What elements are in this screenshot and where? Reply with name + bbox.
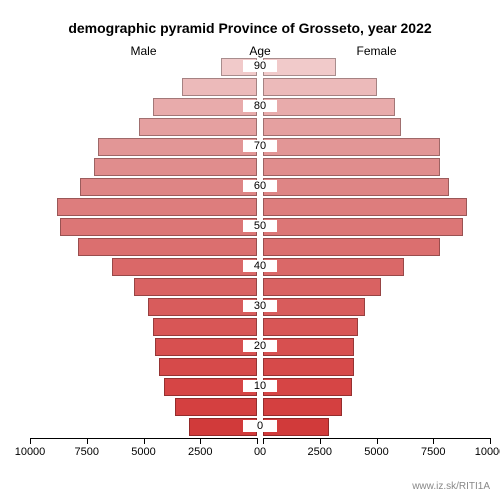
female-bar: [263, 198, 467, 216]
male-bar: [60, 218, 257, 236]
male-bar: [153, 98, 257, 116]
female-bar: [263, 318, 358, 336]
female-bar: [263, 218, 463, 236]
male-bar: [159, 358, 257, 376]
age-tick-label: 70: [243, 140, 277, 152]
x-tick: [144, 438, 145, 444]
male-bar: [139, 118, 257, 136]
x-tick-label: 7500: [65, 446, 109, 458]
x-tick-label: 10000: [8, 446, 52, 458]
age-tick-label: 20: [243, 340, 277, 352]
female-bar: [263, 178, 449, 196]
male-bar: [94, 158, 257, 176]
x-tick: [320, 438, 321, 444]
x-tick: [87, 438, 88, 444]
population-pyramid-chart: demographic pyramid Province of Grosseto…: [0, 0, 500, 500]
female-bar: [263, 238, 440, 256]
plot-area: 0102030405060708090002500250050005000750…: [0, 0, 500, 500]
male-bar: [148, 298, 257, 316]
x-tick: [377, 438, 378, 444]
age-tick-label: 40: [243, 260, 277, 272]
age-tick-label: 60: [243, 180, 277, 192]
x-tick: [30, 438, 31, 444]
male-bar: [153, 318, 257, 336]
male-bar: [175, 398, 257, 416]
age-tick-label: 10: [243, 380, 277, 392]
x-tick: [200, 438, 201, 444]
female-bar: [263, 158, 440, 176]
female-bar: [263, 298, 365, 316]
age-tick-label: 90: [243, 60, 277, 72]
female-bar: [263, 398, 342, 416]
male-bar: [57, 198, 257, 216]
x-tick-label: 2500: [178, 446, 222, 458]
female-bar: [263, 98, 395, 116]
x-tick: [257, 438, 258, 444]
male-bar: [155, 338, 257, 356]
female-bar: [263, 258, 404, 276]
female-bar: [263, 358, 354, 376]
male-bar: [182, 78, 257, 96]
male-bar: [112, 258, 257, 276]
source-url: www.iz.sk/RITI1A: [412, 481, 490, 492]
age-tick-label: 0: [243, 420, 277, 432]
x-tick-label: 5000: [122, 446, 166, 458]
male-bar: [80, 178, 257, 196]
x-tick-label: 7500: [411, 446, 455, 458]
x-tick-label: 2500: [298, 446, 342, 458]
male-bar: [98, 138, 257, 156]
male-bar: [78, 238, 257, 256]
x-tick-label: 10000: [468, 446, 500, 458]
age-tick-label: 50: [243, 220, 277, 232]
female-bar: [263, 78, 377, 96]
x-tick-label: 0: [241, 446, 285, 458]
male-bar: [134, 278, 257, 296]
female-bar: [263, 278, 381, 296]
female-bar: [263, 138, 440, 156]
x-tick: [490, 438, 491, 444]
age-tick-label: 80: [243, 100, 277, 112]
x-tick: [263, 438, 264, 444]
x-tick: [433, 438, 434, 444]
age-tick-label: 30: [243, 300, 277, 312]
x-tick-label: 5000: [355, 446, 399, 458]
female-bar: [263, 118, 401, 136]
